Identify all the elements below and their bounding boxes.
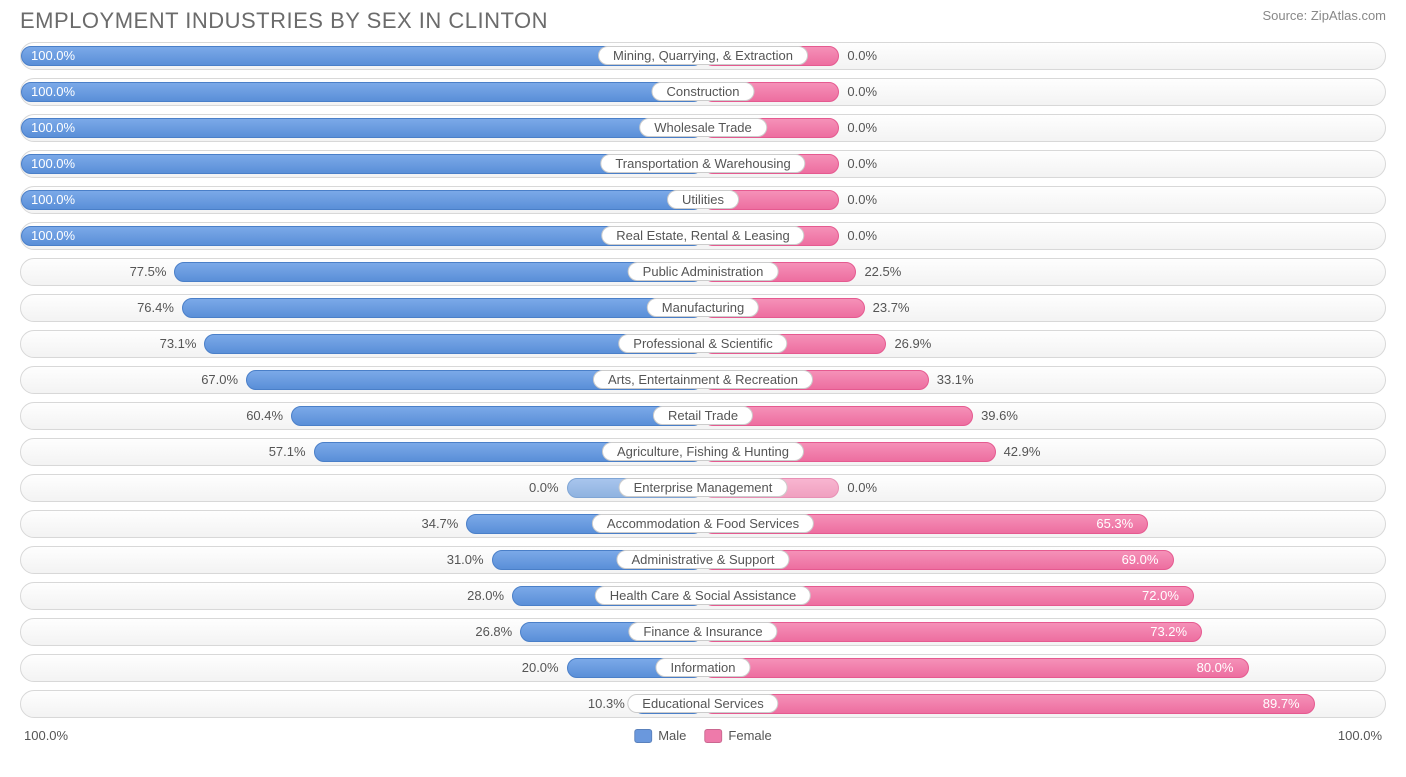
chart-row: 57.1% 42.9% Agriculture, Fishing & Hunting — [20, 438, 1386, 466]
category-label: Real Estate, Rental & Leasing — [601, 226, 804, 245]
chart-row: 100.0% 0.0% Wholesale Trade — [20, 114, 1386, 142]
male-bar — [21, 190, 703, 210]
male-value-label: 100.0% — [21, 120, 75, 135]
chart-row: 100.0% 0.0% Mining, Quarrying, & Extractio… — [20, 42, 1386, 70]
category-label: Manufacturing — [647, 298, 759, 317]
chart-row: 28.0% 72.0% Health Care & Social Assistanc… — [20, 582, 1386, 610]
female-bar — [703, 694, 1315, 714]
chart-title: EMPLOYMENT INDUSTRIES BY SEX IN CLINTON — [20, 8, 548, 34]
chart-row: 20.0% 80.0% Information — [20, 654, 1386, 682]
female-value-label: 0.0% — [847, 192, 877, 207]
female-value-label: 23.7% — [873, 300, 910, 315]
chart-row: 73.1% 26.9% Professional & Scientific — [20, 330, 1386, 358]
chart-row: 26.8% 73.2% Finance & Insurance — [20, 618, 1386, 646]
legend-swatch-female — [704, 729, 722, 743]
female-value-label: 0.0% — [847, 228, 877, 243]
chart-row: 67.0% 33.1% Arts, Entertainment & Recreati… — [20, 366, 1386, 394]
category-label: Professional & Scientific — [618, 334, 787, 353]
female-value-label: 0.0% — [847, 480, 877, 495]
category-label: Retail Trade — [653, 406, 753, 425]
male-bar — [21, 82, 703, 102]
female-value-label: 0.0% — [847, 156, 877, 171]
category-label: Health Care & Social Assistance — [595, 586, 811, 605]
category-label: Agriculture, Fishing & Hunting — [602, 442, 804, 461]
male-bar — [182, 298, 703, 318]
category-label: Transportation & Warehousing — [600, 154, 805, 173]
female-value-label: 0.0% — [847, 84, 877, 99]
male-value-label: 100.0% — [21, 192, 75, 207]
chart-source: Source: ZipAtlas.com — [1262, 8, 1386, 23]
chart-row: 77.5% 22.5% Public Administration — [20, 258, 1386, 286]
male-value-label: 100.0% — [21, 84, 75, 99]
male-bar — [174, 262, 703, 282]
axis-label-right: 100.0% — [1338, 728, 1382, 743]
female-value-label: 89.7% — [1263, 696, 1300, 711]
chart-row: 0.0% 0.0% Enterprise Management — [20, 474, 1386, 502]
male-value-label: 100.0% — [21, 48, 75, 63]
chart-row: 76.4% 23.7% Manufacturing — [20, 294, 1386, 322]
female-value-label: 80.0% — [1197, 660, 1234, 675]
female-value-label: 73.2% — [1150, 624, 1187, 639]
category-label: Administrative & Support — [616, 550, 789, 569]
chart-row: 100.0% 0.0% Construction — [20, 78, 1386, 106]
category-label: Construction — [652, 82, 755, 101]
category-label: Enterprise Management — [619, 478, 788, 497]
male-value-label: 31.0% — [447, 552, 484, 567]
chart-header: EMPLOYMENT INDUSTRIES BY SEX IN CLINTON … — [0, 0, 1406, 38]
male-value-label: 20.0% — [522, 660, 559, 675]
category-label: Accommodation & Food Services — [592, 514, 814, 533]
axis-label-left: 100.0% — [24, 728, 68, 743]
male-value-label: 100.0% — [21, 156, 75, 171]
female-value-label: 0.0% — [847, 48, 877, 63]
chart-row: 100.0% 0.0% Real Estate, Rental & Leasing — [20, 222, 1386, 250]
chart-footer: 100.0% Male Female 100.0% — [0, 726, 1406, 750]
male-value-label: 0.0% — [529, 480, 559, 495]
male-value-label: 10.3% — [588, 696, 625, 711]
female-value-label: 0.0% — [847, 120, 877, 135]
male-value-label: 100.0% — [21, 228, 75, 243]
category-label: Information — [655, 658, 750, 677]
male-value-label: 67.0% — [201, 372, 238, 387]
legend-label-female: Female — [728, 728, 771, 743]
chart-row: 10.3% 89.7% Educational Services — [20, 690, 1386, 718]
male-value-label: 73.1% — [160, 336, 197, 351]
male-value-label: 28.0% — [467, 588, 504, 603]
female-value-label: 42.9% — [1004, 444, 1041, 459]
category-label: Educational Services — [627, 694, 778, 713]
chart-row: 60.4% 39.6% Retail Trade — [20, 402, 1386, 430]
male-bar — [291, 406, 703, 426]
female-value-label: 69.0% — [1122, 552, 1159, 567]
category-label: Utilities — [667, 190, 739, 209]
legend-item-male: Male — [634, 728, 686, 743]
category-label: Mining, Quarrying, & Extraction — [598, 46, 808, 65]
female-value-label: 33.1% — [937, 372, 974, 387]
male-value-label: 60.4% — [246, 408, 283, 423]
legend-swatch-male — [634, 729, 652, 743]
category-label: Wholesale Trade — [639, 118, 767, 137]
female-value-label: 22.5% — [864, 264, 901, 279]
male-value-label: 77.5% — [130, 264, 167, 279]
female-value-label: 72.0% — [1142, 588, 1179, 603]
male-value-label: 26.8% — [475, 624, 512, 639]
category-label: Public Administration — [628, 262, 779, 281]
category-label: Finance & Insurance — [628, 622, 777, 641]
diverging-bar-chart: 100.0% 0.0% Mining, Quarrying, & Extractio… — [0, 38, 1406, 718]
chart-row: 100.0% 0.0% Utilities — [20, 186, 1386, 214]
legend: Male Female — [634, 728, 772, 743]
female-bar — [703, 622, 1202, 642]
female-value-label: 65.3% — [1096, 516, 1133, 531]
category-label: Arts, Entertainment & Recreation — [593, 370, 813, 389]
female-value-label: 26.9% — [894, 336, 931, 351]
legend-item-female: Female — [704, 728, 771, 743]
male-value-label: 76.4% — [137, 300, 174, 315]
female-value-label: 39.6% — [981, 408, 1018, 423]
chart-row: 31.0% 69.0% Administrative & Support — [20, 546, 1386, 574]
female-bar — [703, 658, 1249, 678]
chart-row: 34.7% 65.3% Accommodation & Food Services — [20, 510, 1386, 538]
male-bar — [21, 118, 703, 138]
male-value-label: 57.1% — [269, 444, 306, 459]
male-value-label: 34.7% — [421, 516, 458, 531]
legend-label-male: Male — [658, 728, 686, 743]
chart-row: 100.0% 0.0% Transportation & Warehousing — [20, 150, 1386, 178]
